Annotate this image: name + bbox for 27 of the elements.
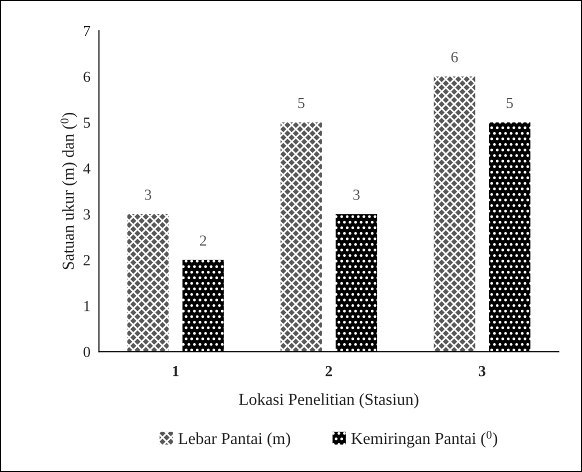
bar [127, 214, 169, 352]
y-tick-label: 5 [84, 118, 90, 128]
data-label: 3 [144, 190, 152, 200]
bar [280, 122, 322, 352]
y-tick-label: 6 [84, 72, 90, 82]
data-label: 6 [451, 52, 458, 62]
bar [336, 214, 378, 352]
y-axis-title: Satuan ukur (m) dan ($^{0}$) [60, 112, 78, 270]
bar [488, 122, 530, 352]
bar [182, 260, 224, 352]
y-tick-label: 1 [84, 301, 90, 312]
data-label: 5 [298, 98, 304, 108]
x-axis-title: Lokasi Penelitian (Stasiun) [239, 393, 418, 408]
x-tick-label: 2 [326, 366, 332, 376]
data-label: 3 [353, 190, 360, 200]
y-tick-label: 4 [83, 163, 90, 174]
y-tick-label: 3 [84, 209, 90, 220]
x-tick-label: 3 [478, 366, 486, 376]
y-tick-label: 7 [84, 26, 90, 36]
legend-label: Kemiringan Pantai ($^{0}$) [351, 430, 498, 448]
data-label: 5 [506, 98, 513, 108]
x-tick-label: 1 [172, 366, 179, 376]
legend-label: Lebar Pantai (m) [178, 432, 290, 448]
data-label: 2 [200, 235, 206, 246]
bar [434, 76, 476, 352]
y-tick-label: 2 [84, 255, 90, 266]
y-tick-label: 0 [84, 346, 90, 358]
